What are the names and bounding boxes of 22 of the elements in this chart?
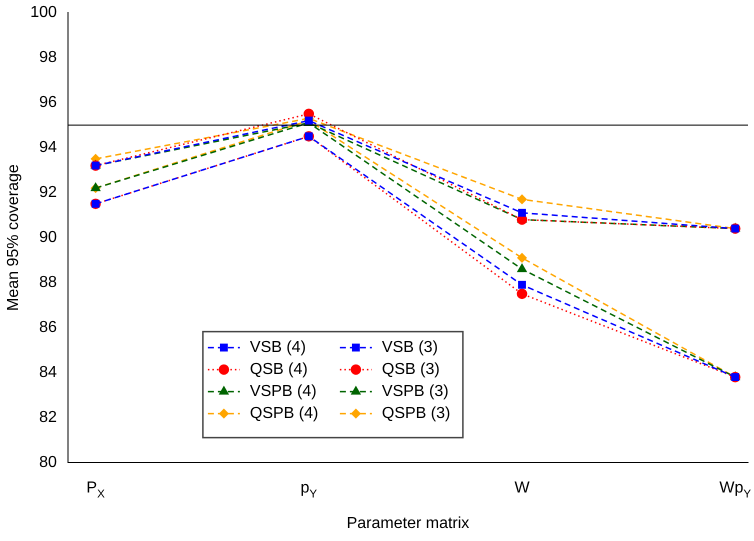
y-tick-label: 90 xyxy=(39,229,57,246)
y-tick-label: 94 xyxy=(39,139,57,156)
legend-label: QSPB (4) xyxy=(250,405,318,422)
legend-label: QSB (4) xyxy=(250,361,308,378)
legend-label: VSPB (3) xyxy=(382,383,449,400)
y-tick-label: 98 xyxy=(39,49,57,66)
legend-label: QSPB (3) xyxy=(382,405,450,422)
legend-label: QSB (3) xyxy=(382,361,440,378)
y-tick-label: 92 xyxy=(39,184,57,202)
y-tick-label: 96 xyxy=(39,94,57,112)
legend-label: VSPB (4) xyxy=(250,383,317,400)
y-tick-label: 84 xyxy=(39,364,57,382)
legend-label: VSB (4) xyxy=(250,339,306,356)
y-tick-label: 86 xyxy=(39,319,57,336)
y-tick-label: 88 xyxy=(39,274,57,292)
legend-label: VSB (3) xyxy=(382,339,438,356)
y-tick-label: 82 xyxy=(39,409,57,426)
x-tick-label: W xyxy=(514,480,530,497)
y-tick-label: 100 xyxy=(30,4,57,22)
y-axis-title: Mean 95% coverage xyxy=(5,164,22,311)
x-axis-title: Parameter matrix xyxy=(346,514,470,532)
y-tick-label: 80 xyxy=(39,454,57,472)
